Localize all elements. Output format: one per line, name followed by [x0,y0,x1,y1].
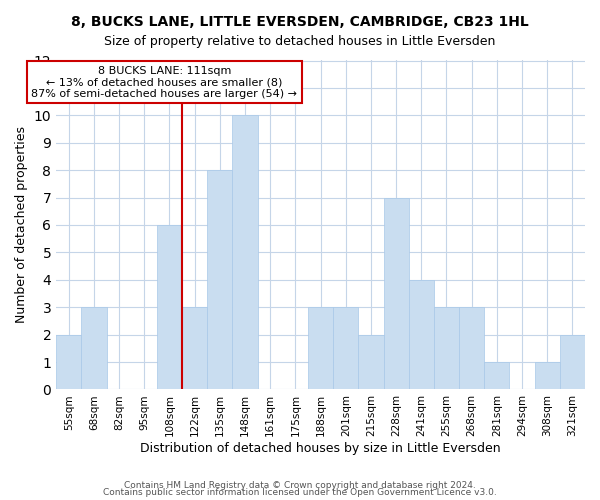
Bar [560,334,585,390]
Text: Size of property relative to detached houses in Little Eversden: Size of property relative to detached ho… [104,35,496,48]
Bar [182,307,207,390]
Bar [308,307,333,390]
Bar [82,307,107,390]
Y-axis label: Number of detached properties: Number of detached properties [15,126,28,324]
Text: 8, BUCKS LANE, LITTLE EVERSDEN, CAMBRIDGE, CB23 1HL: 8, BUCKS LANE, LITTLE EVERSDEN, CAMBRIDG… [71,15,529,29]
Bar [56,334,82,390]
Bar [459,307,484,390]
Text: 8 BUCKS LANE: 111sqm
← 13% of detached houses are smaller (8)
87% of semi-detach: 8 BUCKS LANE: 111sqm ← 13% of detached h… [31,66,298,99]
Bar [358,334,383,390]
Bar [207,170,232,390]
X-axis label: Distribution of detached houses by size in Little Eversden: Distribution of detached houses by size … [140,442,501,455]
Bar [434,307,459,390]
Bar [383,198,409,390]
Bar [232,116,257,390]
Text: Contains public sector information licensed under the Open Government Licence v3: Contains public sector information licen… [103,488,497,497]
Bar [535,362,560,390]
Bar [409,280,434,390]
Bar [157,225,182,390]
Text: Contains HM Land Registry data © Crown copyright and database right 2024.: Contains HM Land Registry data © Crown c… [124,480,476,490]
Bar [484,362,509,390]
Bar [333,307,358,390]
